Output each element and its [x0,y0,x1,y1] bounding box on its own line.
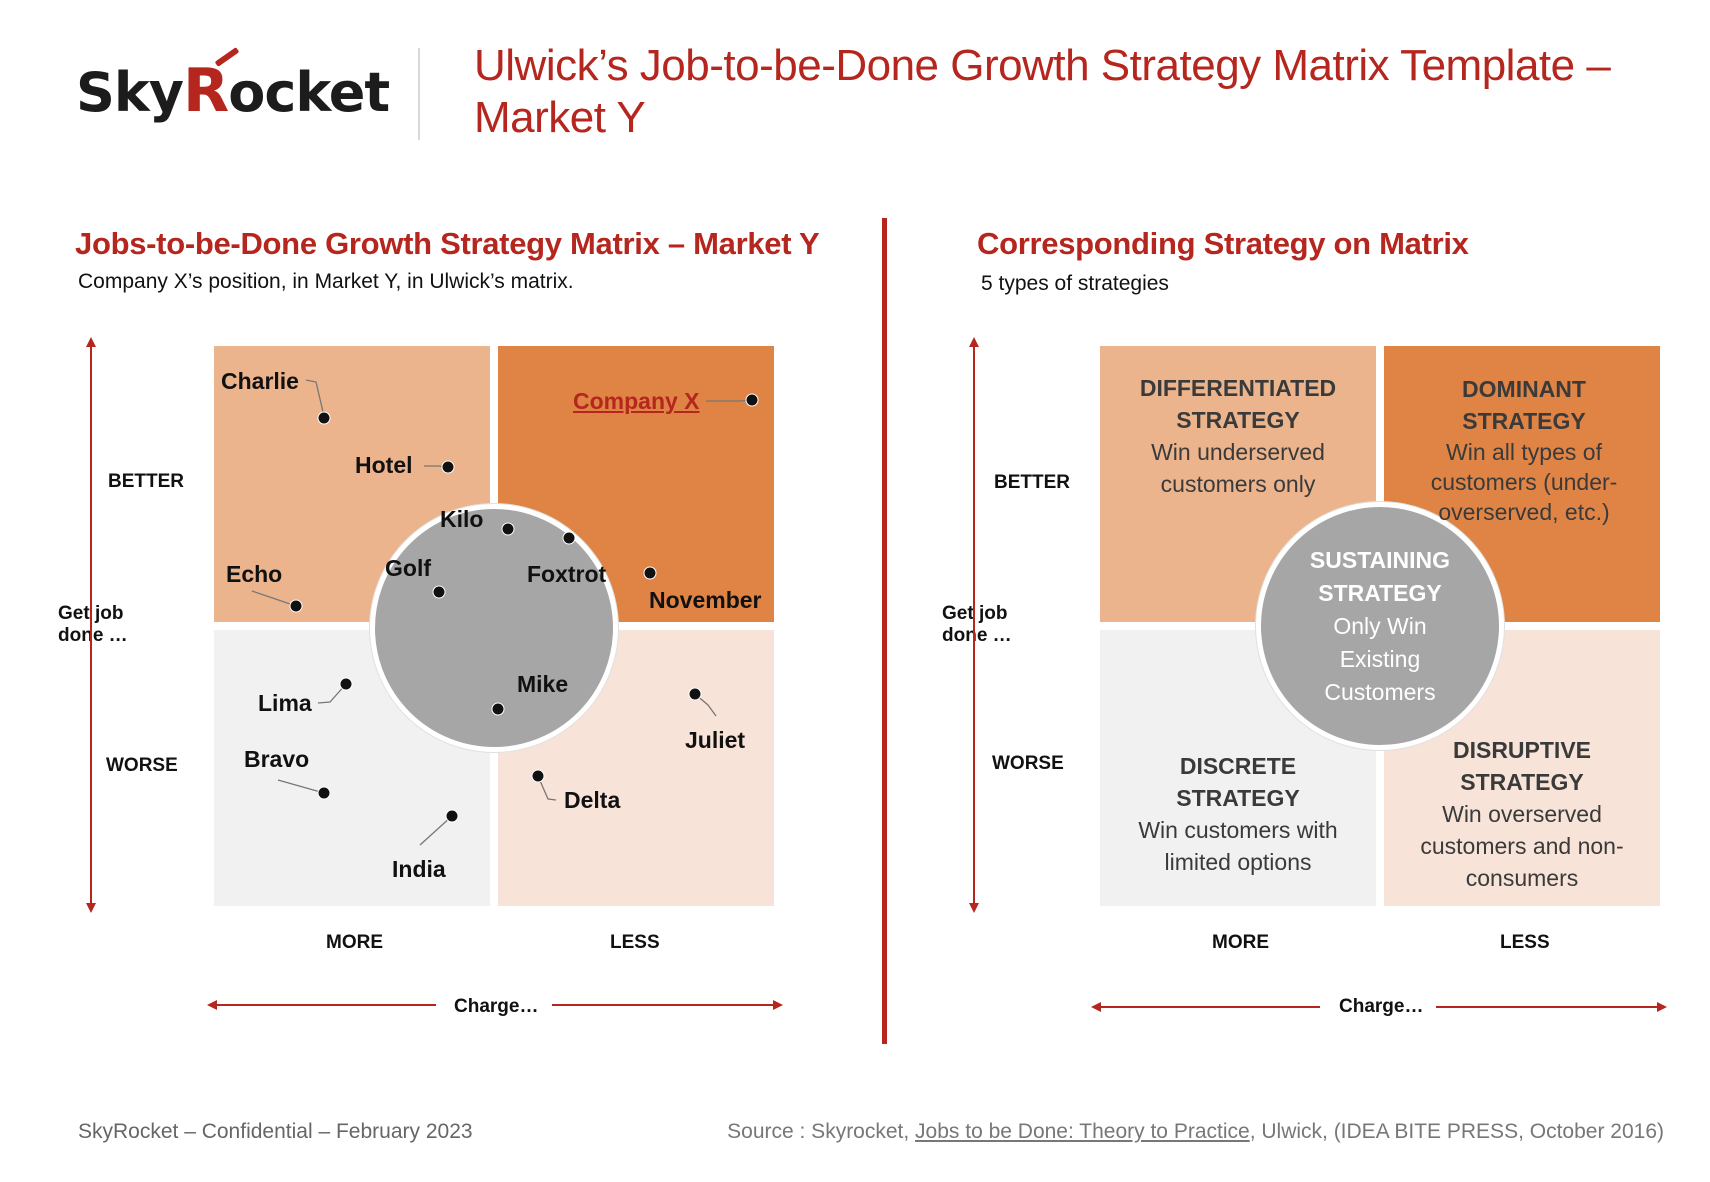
discrete-strategy-desc: Win customers with limited options [1138,817,1338,875]
header-divider [418,48,420,140]
differentiated-strategy-text: DIFFERENTIATED STRATEGY Win underserved … [1110,372,1366,500]
right-x-axis-title: Charge… [1339,996,1424,1017]
left-panel-subtitle: Company X’s position, in Market Y, in Ul… [78,270,574,293]
y-axis-worse-label: WORSE [106,755,178,776]
point-label-charlie: Charlie [221,368,299,394]
disruptive-strategy-desc: Win overserved customers and non-consume… [1420,801,1624,891]
sustaining-strategy-text: SUSTAINING STRATEGY Only Win Existing Cu… [1290,544,1470,709]
sustaining-circle [370,504,618,752]
footer-source: Source : Skyrocket, Jobs to be Done: The… [727,1120,1664,1144]
right-x-axis-more-label: MORE [1212,932,1269,953]
x-axis-more-label: MORE [326,932,383,953]
footer-confidential: SkyRocket – Confidential – February 2023 [78,1120,473,1143]
point-label-echo: Echo [226,561,283,587]
source-suffix: , Ulwick, (IDEA BITE PRESS, October 2016… [1249,1120,1664,1143]
point-label-delta: Delta [564,787,621,813]
page-title: Ulwick’s Job-to-be-Done Growth Strategy … [474,41,1611,142]
sustaining-strategy-title: SUSTAINING STRATEGY [1309,547,1451,606]
point-label-foxtrot: Foxtrot [527,561,607,587]
point-label-november: November [649,587,762,613]
dominant-strategy-desc: Win all types of customers (under-overse… [1430,439,1618,525]
source-prefix: Source : Skyrocket, [727,1120,916,1143]
right-y-axis-title: Get job done … [942,603,1012,646]
point-label-hotel: Hotel [355,452,413,478]
logo-wordmark: SkyRocket [76,56,390,126]
point-label-kilo: Kilo [440,506,484,532]
point-label-company-x: Company X [573,388,700,414]
sustaining-strategy-circle [1256,502,1504,750]
point-label-bravo: Bravo [244,746,310,772]
point-label-juliet: Juliet [685,727,746,753]
disruptive-strategy-text: DISRUPTIVE STRATEGY Win overserved custo… [1394,734,1650,894]
right-panel-subtitle: 5 types of strategies [981,272,1169,295]
right-y-axis-worse-label: WORSE [992,753,1064,774]
right-panel-title: Corresponding Strategy on Matrix [977,226,1469,261]
dominant-strategy-text: DOMINANT STRATEGY Win all types of custo… [1408,373,1640,527]
x-axis-title: Charge… [454,996,539,1017]
discrete-strategy-title: DISCRETE STRATEGY [1176,753,1300,811]
point-label-lima: Lima [258,690,312,716]
point-label-golf: Golf [385,555,431,581]
skyrocket-logo: SkyRocket [76,36,390,136]
left-panel-title: Jobs-to-be-Done Growth Strategy Matrix –… [75,226,820,261]
differentiated-strategy-desc: Win underserved customers only [1151,439,1325,497]
point-label-mike: Mike [517,671,569,697]
y-axis-title: Get job done … [58,603,128,646]
sustaining-strategy-desc: Only Win Existing Customers [1324,613,1436,705]
y-axis-better-label: BETTER [108,471,184,492]
x-axis-less-label: LESS [610,932,660,953]
disruptive-strategy-title: DISRUPTIVE STRATEGY [1452,737,1592,795]
panel-divider [882,218,887,1044]
point-label-india: India [392,856,446,882]
discrete-strategy-text: DISCRETE STRATEGY Win customers with lim… [1110,750,1366,878]
right-x-axis-less-label: LESS [1500,932,1550,953]
right-y-axis-better-label: BETTER [994,472,1070,493]
source-book-link[interactable]: Jobs to be Done: Theory to Practice [915,1120,1250,1143]
dominant-strategy-title: DOMINANT STRATEGY [1462,376,1586,434]
differentiated-strategy-title: DIFFERENTIATED STRATEGY [1139,375,1337,433]
